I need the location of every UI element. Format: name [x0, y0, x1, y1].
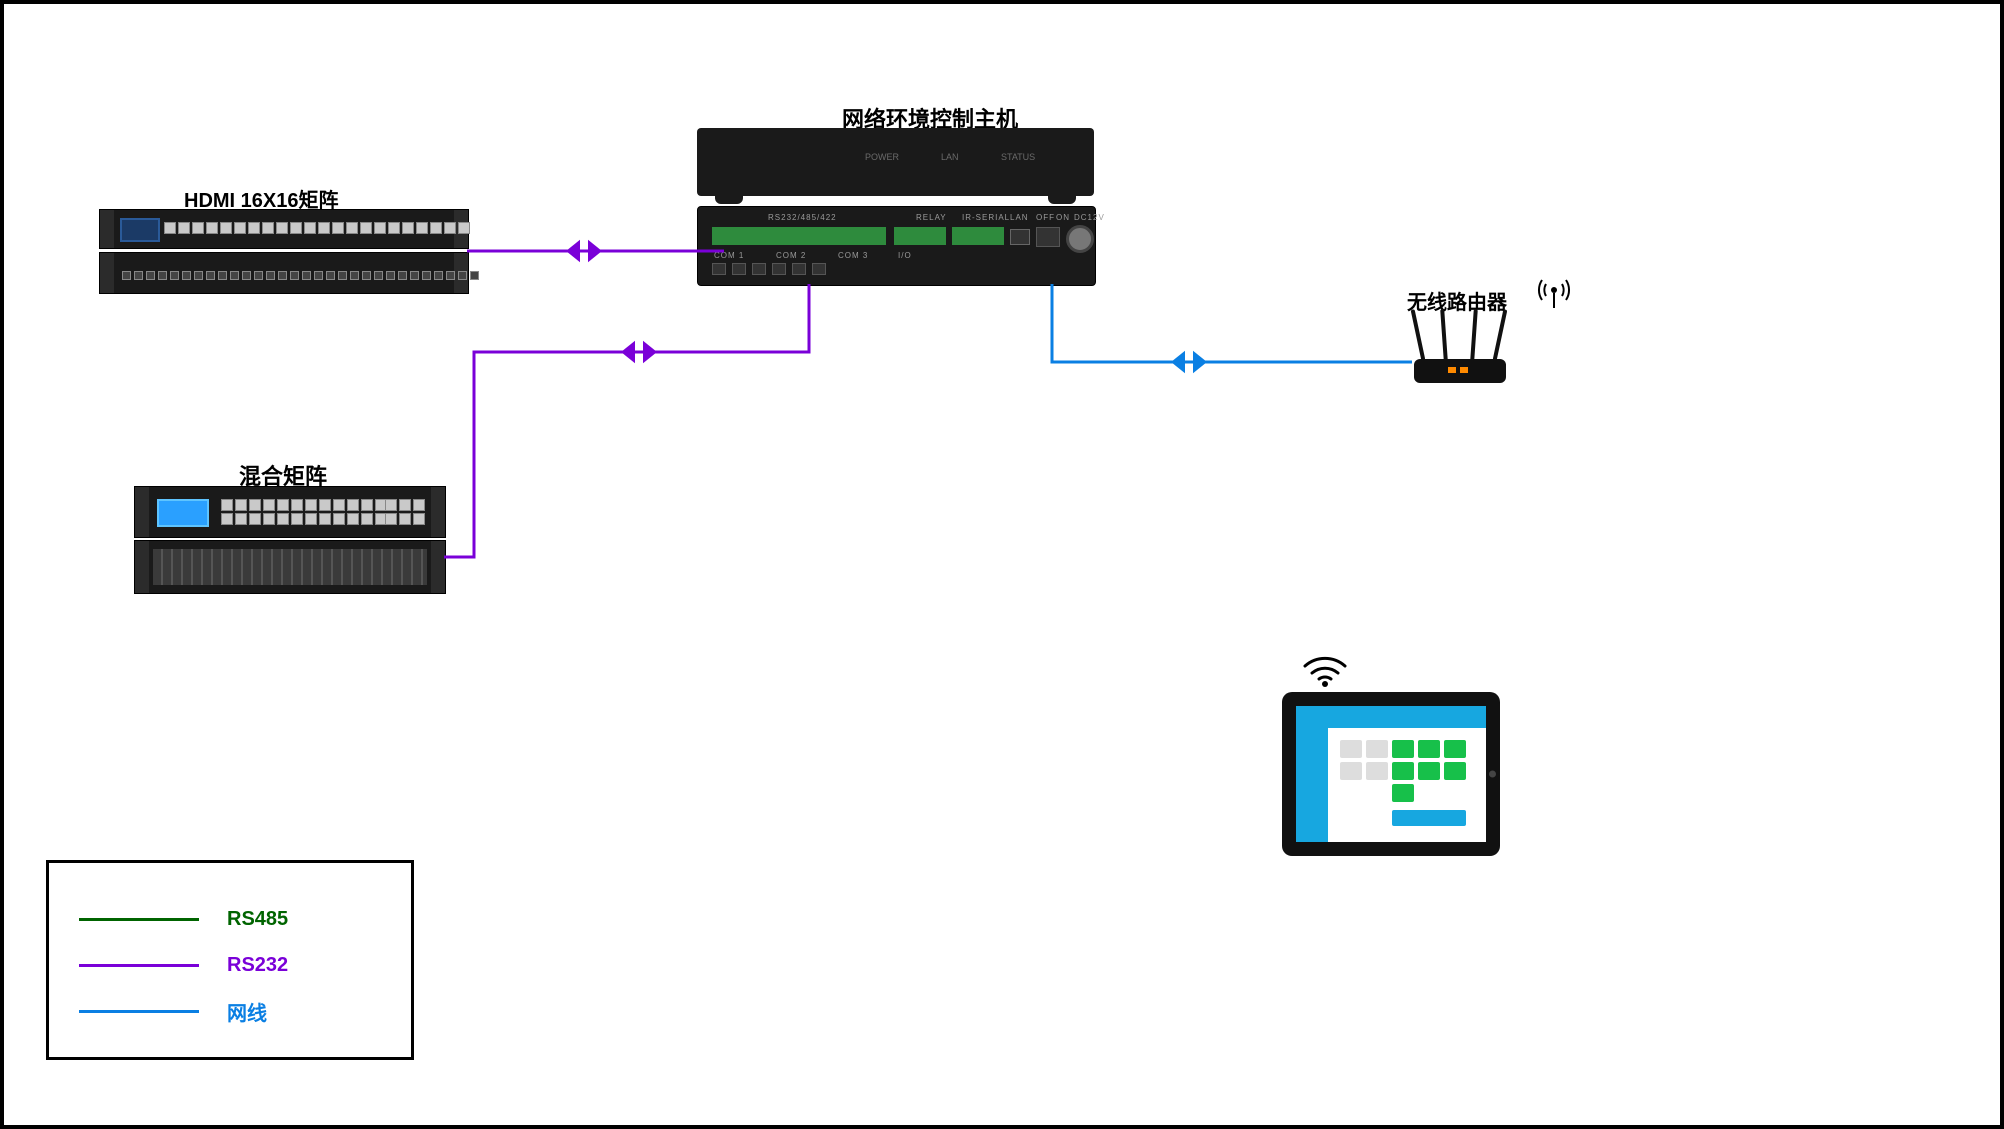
- legend-box: RS485 RS232 网线: [46, 860, 414, 1060]
- hdmi-matrix-device: /*placeholder*/: [99, 209, 469, 294]
- wifi-icon: [1300, 648, 1350, 688]
- legend-text-lan: 网线: [227, 997, 267, 1026]
- broadcast-icon: [1534, 270, 1574, 310]
- diagram-canvas: HDMI 16X16矩阵 网络环境控制主机 混合矩阵 无线路由器 /*place…: [0, 0, 2004, 1129]
- legend-line-rs232: [79, 964, 199, 967]
- legend-text-rs232: RS232: [227, 954, 288, 977]
- legend-text-rs485: RS485: [227, 908, 288, 931]
- hybrid-matrix-device: [134, 486, 446, 594]
- legend-line-lan: [79, 1010, 199, 1013]
- tablet-device: [1282, 692, 1500, 856]
- controller-device: POWER LAN STATUS RS232/485/422 RELAY IR-…: [697, 128, 1096, 286]
- legend-line-rs485: [79, 918, 199, 921]
- router-device: [1414, 309, 1506, 389]
